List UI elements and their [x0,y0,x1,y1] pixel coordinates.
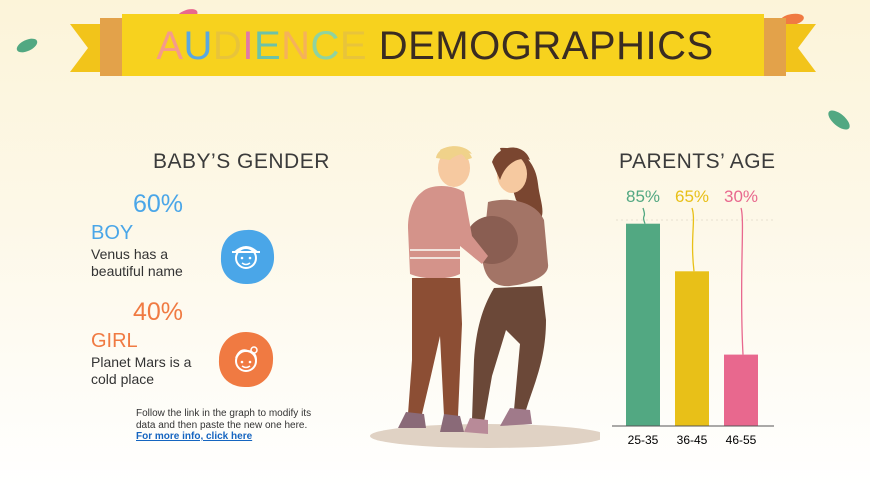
baby-boy-icon [220,229,275,285]
baby-girl-icon [218,332,274,388]
title-letter: D [212,24,243,68]
value-label: 85% [626,187,660,206]
title-colored-word: AUDIENCE [156,24,367,68]
girl-percent: 40% [133,298,184,326]
tick-label: 36-45 [677,433,708,447]
title-dark-word: DEMOGRAPHICS [378,24,714,68]
parents-age-chart[interactable]: 85% 25-35 65% 36-45 30% 46-55 [606,180,780,450]
title-letter: N [281,24,311,68]
title-banner [70,14,816,76]
bar-connector [740,207,744,355]
bar-connector [691,207,695,272]
value-label: 30% [724,187,758,206]
boy-percent: 60% [133,190,184,218]
boy-label: BOY [91,222,134,244]
bar-46-55[interactable] [724,354,758,426]
girl-label: GIRL [91,330,138,352]
chart-title: PARENTS’ AGE [619,150,776,173]
bar-36-45[interactable] [675,271,709,426]
tick-label: 46-55 [726,433,757,447]
more-info-link[interactable]: For more info, click here [136,431,253,442]
confetti-green-right [825,107,853,133]
boy-description: Venus has a beautiful name [91,246,183,279]
title-letter: E [253,24,282,68]
gender-heading: BABY’S GENDER [153,150,330,173]
girl-description: Planet Mars is a cold place [91,354,192,387]
bar-25-35[interactable] [626,223,660,426]
value-label: 65% [675,187,709,206]
title-letter: C [310,24,340,68]
tick-label: 25-35 [628,433,659,447]
bar-connector [642,207,646,224]
info-note: Follow the link in the graph to modify i… [136,408,312,442]
title-letter: A [156,24,184,68]
page-title: AUDIENCE DEMOGRAPHICS [0,14,870,78]
pregnant-couple-illustration [370,146,600,448]
title-letter: I [242,24,254,68]
title-letter: E [339,24,368,68]
title-letter: U [183,24,213,68]
